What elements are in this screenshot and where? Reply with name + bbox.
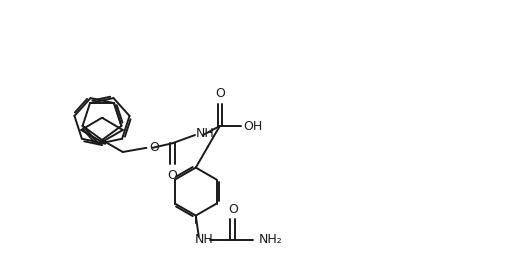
Text: NH: NH [196, 127, 215, 139]
Text: O: O [215, 87, 225, 101]
Text: NH₂: NH₂ [258, 233, 282, 246]
Text: O: O [168, 169, 177, 182]
Text: NH: NH [194, 233, 213, 246]
Text: O: O [149, 141, 159, 154]
Text: O: O [228, 203, 238, 216]
Text: OH: OH [243, 120, 263, 132]
